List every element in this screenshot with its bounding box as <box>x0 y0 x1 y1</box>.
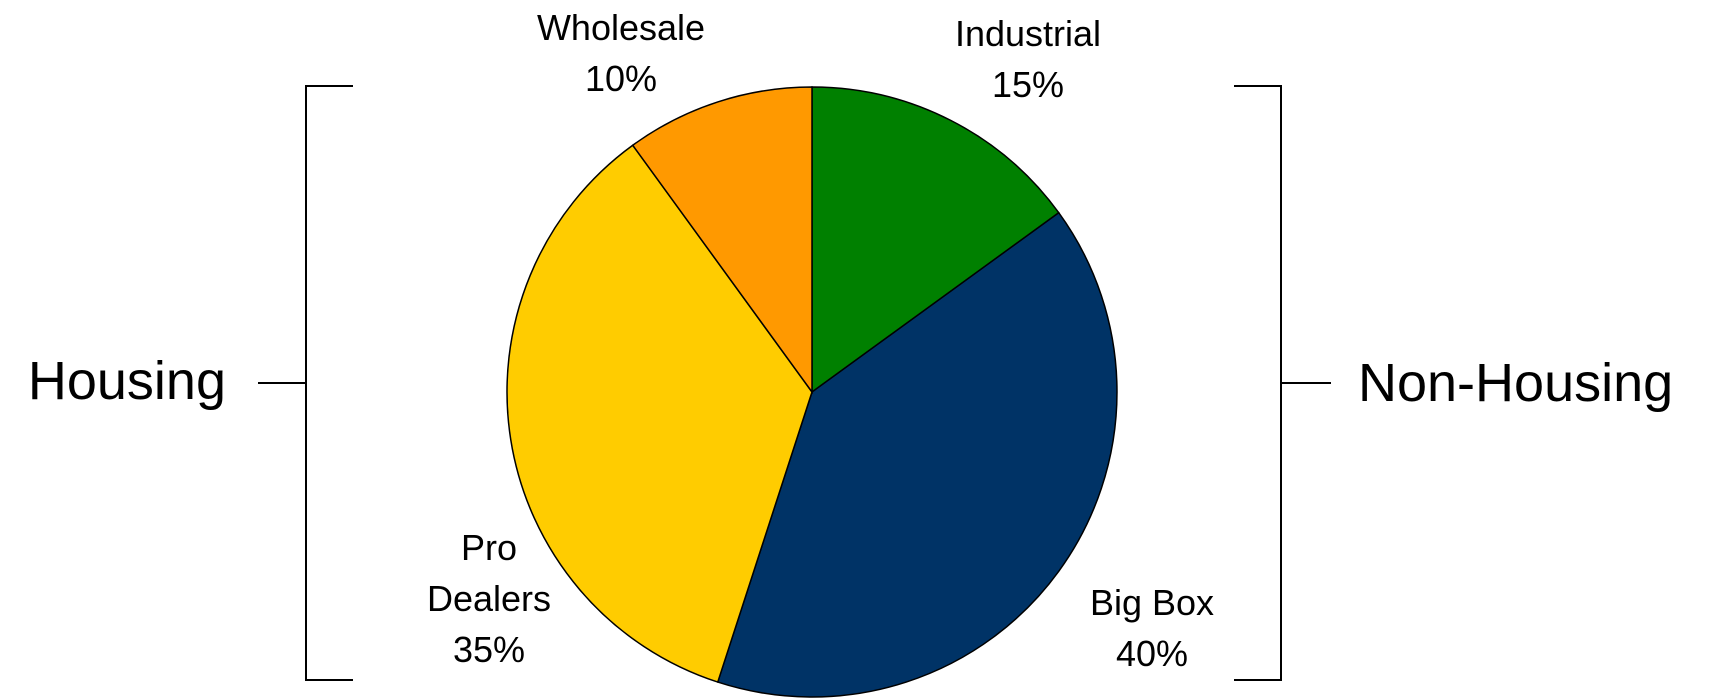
slice-labels: Industrial 15% Big Box 40% Pro Dealers 35% Whol… <box>427 7 1214 674</box>
pie-slice-big-box <box>716 211 1118 698</box>
pie-slice-pro-dealers <box>506 144 813 684</box>
slice-label-industrial: Industrial 15% <box>955 13 1101 105</box>
housing-bracket <box>258 85 353 681</box>
slice-label-line: Pro <box>461 527 517 568</box>
slice-label-line: Wholesale <box>537 7 705 48</box>
slice-label-pro-dealers: Pro Dealers 35% <box>427 527 551 670</box>
non-housing-group-label: Non-Housing <box>1358 353 1673 413</box>
slice-label-wholesale: Wholesale 10% <box>537 7 705 99</box>
slice-label-big-box: Big Box 40% <box>1090 582 1214 674</box>
slice-label-line: 10% <box>585 58 657 99</box>
slice-label-line: Big Box <box>1090 582 1214 623</box>
slice-label-line: Industrial <box>955 13 1101 54</box>
pie-slices <box>506 86 1118 698</box>
slice-label-line: 35% <box>453 629 525 670</box>
pie-slice-wholesale <box>631 86 813 395</box>
slice-label-line: 15% <box>992 64 1064 105</box>
pie-slice-industrial <box>811 86 1060 394</box>
slice-label-line: 40% <box>1116 633 1188 674</box>
housing-group-label: Housing <box>28 351 226 411</box>
slice-label-line: Dealers <box>427 578 551 619</box>
non-housing-bracket <box>1234 85 1331 681</box>
